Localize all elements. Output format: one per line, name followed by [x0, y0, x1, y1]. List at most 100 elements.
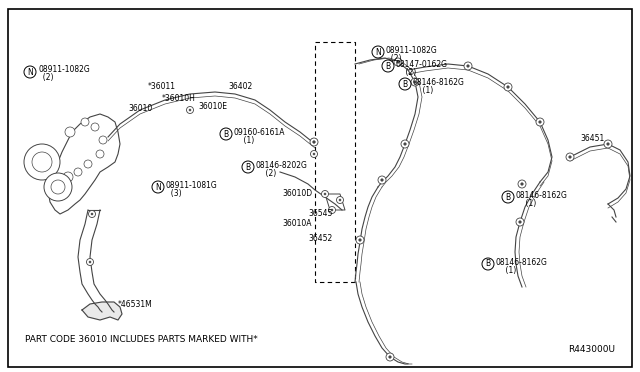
Text: N: N [155, 183, 161, 192]
Text: (1): (1) [413, 86, 433, 95]
Circle shape [86, 259, 93, 266]
Circle shape [464, 62, 472, 70]
Circle shape [310, 151, 317, 157]
Text: R443000U: R443000U [568, 345, 615, 354]
Circle shape [569, 156, 572, 158]
Text: (2): (2) [386, 54, 401, 63]
Circle shape [242, 161, 254, 173]
Circle shape [321, 190, 328, 198]
Text: 08911-1082G: 08911-1082G [386, 46, 438, 55]
Circle shape [607, 143, 609, 145]
Circle shape [521, 183, 524, 185]
Circle shape [51, 180, 65, 194]
Text: B: B [403, 80, 408, 89]
Circle shape [504, 83, 512, 91]
Circle shape [502, 191, 514, 203]
Text: (2): (2) [256, 169, 276, 178]
Text: 36010: 36010 [128, 104, 152, 113]
Circle shape [88, 211, 95, 218]
Circle shape [518, 180, 526, 188]
Text: (3): (3) [166, 189, 182, 198]
Circle shape [313, 153, 315, 155]
Circle shape [331, 209, 333, 211]
Circle shape [411, 78, 419, 86]
Text: *46531M: *46531M [118, 300, 153, 309]
Circle shape [63, 172, 73, 182]
Circle shape [189, 109, 191, 111]
Circle shape [328, 206, 335, 214]
Circle shape [65, 127, 75, 137]
Text: B: B [485, 260, 491, 269]
Text: B: B [385, 61, 390, 71]
Circle shape [24, 66, 36, 78]
Text: 08146-8162G: 08146-8162G [413, 78, 465, 87]
Text: *36010H: *36010H [162, 94, 196, 103]
Circle shape [404, 143, 406, 145]
Circle shape [394, 58, 402, 66]
Circle shape [467, 65, 469, 67]
Circle shape [382, 60, 394, 72]
Circle shape [44, 173, 72, 201]
Circle shape [397, 61, 399, 63]
Text: 36545: 36545 [308, 209, 332, 218]
Text: B: B [245, 163, 251, 171]
Text: B: B [506, 192, 511, 202]
Circle shape [81, 118, 89, 126]
Circle shape [91, 213, 93, 215]
Text: 36451: 36451 [580, 134, 604, 143]
Text: (2): (2) [38, 73, 54, 82]
Circle shape [220, 128, 232, 140]
Text: 36452: 36452 [308, 234, 332, 243]
Text: B: B [223, 129, 228, 138]
Circle shape [378, 176, 386, 184]
Circle shape [339, 199, 341, 201]
Circle shape [152, 181, 164, 193]
Text: (1): (1) [496, 266, 516, 275]
Text: 36402: 36402 [228, 82, 252, 91]
Circle shape [507, 86, 509, 88]
Text: 08146-8162G: 08146-8162G [516, 191, 568, 200]
Circle shape [356, 236, 364, 244]
Circle shape [84, 160, 92, 168]
Circle shape [96, 150, 104, 158]
Text: 08146-8162G: 08146-8162G [496, 258, 548, 267]
Text: 09160-6161A: 09160-6161A [234, 128, 285, 137]
Text: 36010E: 36010E [198, 102, 227, 111]
Circle shape [24, 144, 60, 180]
Circle shape [539, 121, 541, 123]
Circle shape [536, 118, 544, 126]
Circle shape [310, 138, 318, 146]
Polygon shape [82, 302, 122, 320]
Circle shape [482, 258, 494, 270]
Circle shape [386, 353, 394, 361]
Text: 36010A: 36010A [282, 219, 312, 228]
Text: (1): (1) [234, 136, 254, 145]
Circle shape [91, 123, 99, 131]
Circle shape [337, 196, 344, 203]
Circle shape [401, 140, 409, 148]
Circle shape [313, 141, 315, 143]
Text: (1): (1) [516, 199, 536, 208]
Circle shape [310, 138, 317, 145]
Circle shape [74, 168, 82, 176]
Circle shape [604, 140, 612, 148]
Circle shape [99, 136, 107, 144]
Text: 08911-1081G: 08911-1081G [166, 181, 218, 190]
Text: 08147-0162G: 08147-0162G [396, 60, 448, 69]
Text: *36011: *36011 [148, 82, 176, 91]
Text: N: N [27, 67, 33, 77]
Circle shape [381, 179, 383, 181]
Text: (2): (2) [396, 68, 416, 77]
Text: 36010D: 36010D [282, 189, 312, 198]
Circle shape [359, 239, 361, 241]
Circle shape [413, 81, 416, 83]
Text: 08146-8202G: 08146-8202G [256, 161, 308, 170]
Text: 08911-1082G: 08911-1082G [38, 65, 90, 74]
Circle shape [186, 106, 193, 113]
Circle shape [313, 141, 316, 143]
Circle shape [32, 152, 52, 172]
Circle shape [516, 218, 524, 226]
Circle shape [324, 193, 326, 195]
Circle shape [519, 221, 521, 223]
Circle shape [566, 153, 574, 161]
